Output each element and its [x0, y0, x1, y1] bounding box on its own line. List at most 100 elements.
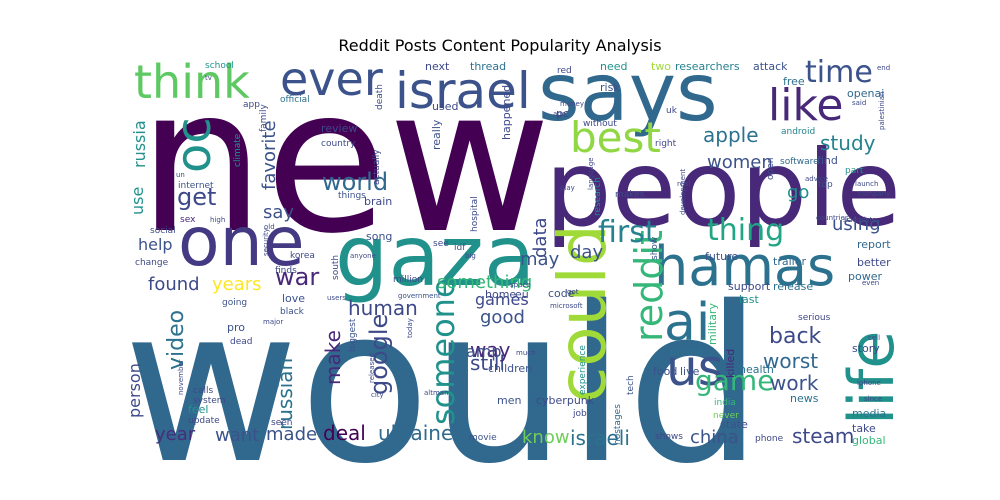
word-report: report [857, 238, 891, 251]
word-war: war [275, 263, 319, 291]
word-online: online [670, 345, 704, 358]
word-south: south [331, 255, 341, 280]
word-tech: tech [626, 375, 636, 395]
word-actually: actually [372, 149, 382, 185]
word-age: age [553, 110, 566, 118]
word-support: support [728, 280, 771, 293]
word-food: food [653, 365, 677, 378]
word-story: story [852, 342, 880, 355]
word-country: country [321, 139, 356, 149]
word-since: since [864, 395, 882, 403]
word-real: real [677, 180, 690, 188]
word-uk: uk [666, 106, 678, 116]
word-things: things [338, 191, 366, 201]
word-right: right [655, 139, 677, 149]
word-iphone: iphone [857, 379, 881, 387]
word-home: home [485, 288, 516, 301]
word-altman: altman [424, 389, 449, 397]
word-men: men [497, 394, 521, 407]
word-good: good [480, 307, 525, 328]
word-china: china [690, 427, 739, 448]
word-anyone: anyone [350, 252, 376, 260]
word-big: big [465, 252, 476, 260]
word-military: military [706, 303, 719, 345]
word-internet: internet [178, 181, 214, 191]
word-get: get [177, 183, 216, 211]
word-climate: climate [233, 133, 243, 167]
word-security: security [262, 228, 270, 256]
word-video: video [164, 310, 189, 370]
word-happened: happened [500, 85, 513, 140]
word-android: android [781, 127, 815, 137]
word-pro: pro [227, 321, 245, 334]
word-thing: thing [707, 213, 784, 248]
word-song: song [366, 230, 392, 243]
word-job: job [572, 409, 587, 419]
word-pc: pc [556, 107, 569, 120]
word-better: better [857, 256, 891, 269]
word-company: company [858, 190, 890, 198]
word-social: social [150, 226, 176, 236]
word-released: released [368, 353, 376, 383]
word-release: release [773, 280, 813, 293]
word-google: google [365, 314, 393, 395]
word-sex: sex [180, 215, 196, 225]
word-back: back [769, 324, 822, 349]
word-today: today [406, 318, 414, 338]
word-language: language [587, 157, 595, 190]
word-red: red [557, 66, 572, 76]
word-global: global [852, 434, 886, 447]
word-someone: someone [424, 278, 462, 425]
word-app: app [243, 100, 260, 110]
word-free: free [783, 75, 805, 88]
word-top: top [818, 180, 833, 190]
word-games: games [475, 290, 529, 309]
word-development: development [679, 169, 687, 215]
word-gaza: gaza [335, 207, 535, 305]
word-life: life [835, 331, 908, 425]
word-experience: experience [578, 345, 588, 395]
word-show: show [650, 237, 660, 260]
word-steam: steam [792, 424, 854, 448]
chart-title: Reddit Posts Content Popularity Analysis [338, 36, 662, 55]
word-israel: israel [395, 62, 531, 120]
word-find: find [817, 154, 838, 167]
word-found: found [148, 274, 200, 295]
word-day: day [570, 242, 603, 263]
word-november: november [177, 359, 185, 395]
word-going: going [222, 298, 247, 308]
word-old: old [264, 223, 275, 231]
word-advice: advice [805, 175, 828, 183]
word-major: major [263, 318, 283, 326]
word-health: health [739, 363, 774, 376]
word-countries: countries [816, 214, 849, 222]
word-phone: phone [755, 434, 784, 444]
word-said: said [852, 99, 866, 107]
word-shows: shows [655, 432, 683, 442]
word-money: money [560, 100, 584, 108]
word-one: one [178, 203, 305, 282]
word-death: death [375, 84, 385, 110]
word-attack: attack [753, 60, 788, 73]
word-apple: apple [703, 123, 759, 147]
word-may: may [520, 249, 560, 270]
word-cyberpunk: cyberpunk [536, 394, 595, 407]
word-software: software [780, 157, 819, 167]
word-hamas: hamas [654, 235, 835, 298]
word-women: women [707, 152, 773, 173]
word-know: know [522, 427, 570, 448]
word-launch: launch [855, 180, 878, 188]
word-new: new [138, 45, 551, 278]
word-brain: brain [364, 195, 392, 208]
word-palestinian: palestinian [878, 92, 886, 130]
word-makes: makes [615, 190, 645, 200]
word-hospital: hospital [470, 196, 480, 232]
word-need: need [600, 60, 628, 73]
word-could: could [544, 224, 621, 403]
word-two: two [651, 60, 671, 73]
word-say: say [263, 202, 294, 223]
word-something: something [437, 272, 532, 293]
word-future: future [705, 250, 738, 263]
word-love: love [282, 292, 305, 305]
